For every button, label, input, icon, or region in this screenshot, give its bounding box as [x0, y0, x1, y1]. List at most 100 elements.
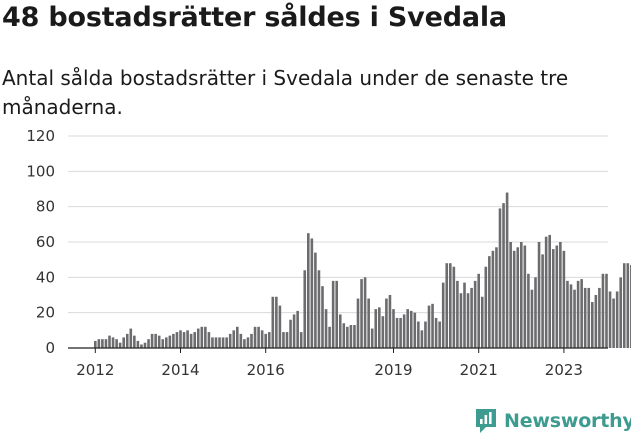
- bar: [353, 325, 356, 348]
- bar: [459, 293, 463, 348]
- bar: [250, 333, 253, 348]
- bar: [207, 332, 211, 348]
- bar: [101, 339, 104, 348]
- bar: [243, 339, 246, 348]
- bar: [417, 321, 420, 348]
- bar: [594, 295, 598, 348]
- bar: [232, 330, 236, 348]
- bar: [214, 337, 218, 348]
- bar: [168, 335, 172, 348]
- bar: [264, 333, 267, 348]
- bar: [608, 291, 612, 348]
- bar: [172, 333, 175, 348]
- bar: [200, 326, 204, 348]
- bar: [452, 266, 456, 348]
- bar: [115, 339, 118, 348]
- bar: [179, 330, 182, 348]
- bar: [512, 250, 516, 348]
- bar: [509, 242, 512, 348]
- bar: [488, 256, 491, 348]
- bar: [576, 280, 580, 348]
- bar: [473, 280, 477, 348]
- bar: [356, 298, 360, 348]
- bar: [143, 342, 147, 348]
- bar: [239, 333, 243, 348]
- bar: [253, 326, 257, 348]
- bar: [246, 337, 250, 348]
- bar: [271, 296, 275, 348]
- bar: [559, 242, 562, 348]
- bar: [601, 273, 605, 348]
- y-tick-label: 0: [45, 339, 55, 357]
- bar: [349, 325, 353, 348]
- bar: [406, 309, 409, 348]
- bar: [346, 326, 349, 348]
- bar: [118, 342, 122, 348]
- bar: [484, 266, 488, 348]
- y-tick-label: 60: [36, 233, 55, 251]
- x-tick-label: 2014: [161, 361, 199, 379]
- bar: [495, 247, 498, 348]
- bar: [307, 233, 310, 348]
- bar: [548, 234, 551, 348]
- x-tick-label: 2016: [247, 361, 285, 379]
- bar: [94, 340, 97, 348]
- bar: [225, 337, 228, 348]
- bar: [441, 282, 445, 348]
- bar: [491, 250, 495, 348]
- bar: [534, 277, 537, 348]
- bar: [424, 321, 427, 348]
- bar: [314, 252, 317, 348]
- bar: [615, 291, 619, 348]
- bar: [409, 310, 413, 348]
- bar: [445, 263, 449, 348]
- bar: [378, 307, 381, 348]
- bar: [466, 293, 470, 348]
- bar: [555, 245, 559, 348]
- bar: [619, 277, 622, 348]
- bar: [282, 332, 285, 348]
- bar: [196, 328, 200, 348]
- bar: [367, 298, 370, 348]
- bar: [551, 249, 555, 348]
- bar: [427, 305, 431, 348]
- bar: [480, 296, 484, 348]
- bar: [97, 339, 101, 348]
- bar: [285, 332, 289, 348]
- bar: [562, 250, 566, 348]
- bar: [211, 337, 214, 348]
- brand-name: Newsworthy: [504, 410, 631, 432]
- bar: [204, 326, 207, 348]
- bar: [541, 254, 544, 348]
- bar: [381, 316, 385, 348]
- bar: [257, 326, 260, 348]
- bar: [193, 332, 196, 348]
- bar: [583, 287, 587, 348]
- bar: [136, 340, 140, 348]
- bar: [544, 236, 548, 348]
- bar: [438, 321, 441, 348]
- bar: [260, 330, 264, 348]
- bar: [388, 295, 392, 348]
- bar: [413, 312, 417, 348]
- bar: [310, 238, 314, 348]
- chart-subtitle: Antal sålda bostadsrätter i Svedala unde…: [2, 66, 569, 119]
- bar: [108, 335, 111, 348]
- bar: [133, 335, 136, 348]
- bar: [520, 242, 523, 348]
- bar: [299, 332, 303, 348]
- bar: [569, 284, 573, 348]
- bar: [385, 298, 388, 348]
- y-tick-label: 100: [26, 162, 55, 180]
- bar: [147, 339, 150, 348]
- chart-title: 48 bostadsrätter såldes i Svedala: [2, 2, 507, 33]
- bar: [363, 277, 367, 348]
- bar: [402, 314, 406, 348]
- bar: [456, 280, 459, 348]
- bar: [157, 335, 161, 348]
- bar: [292, 314, 296, 348]
- bar: [434, 317, 438, 348]
- bar: [566, 280, 569, 348]
- bar: [523, 245, 527, 348]
- bar: [236, 326, 239, 348]
